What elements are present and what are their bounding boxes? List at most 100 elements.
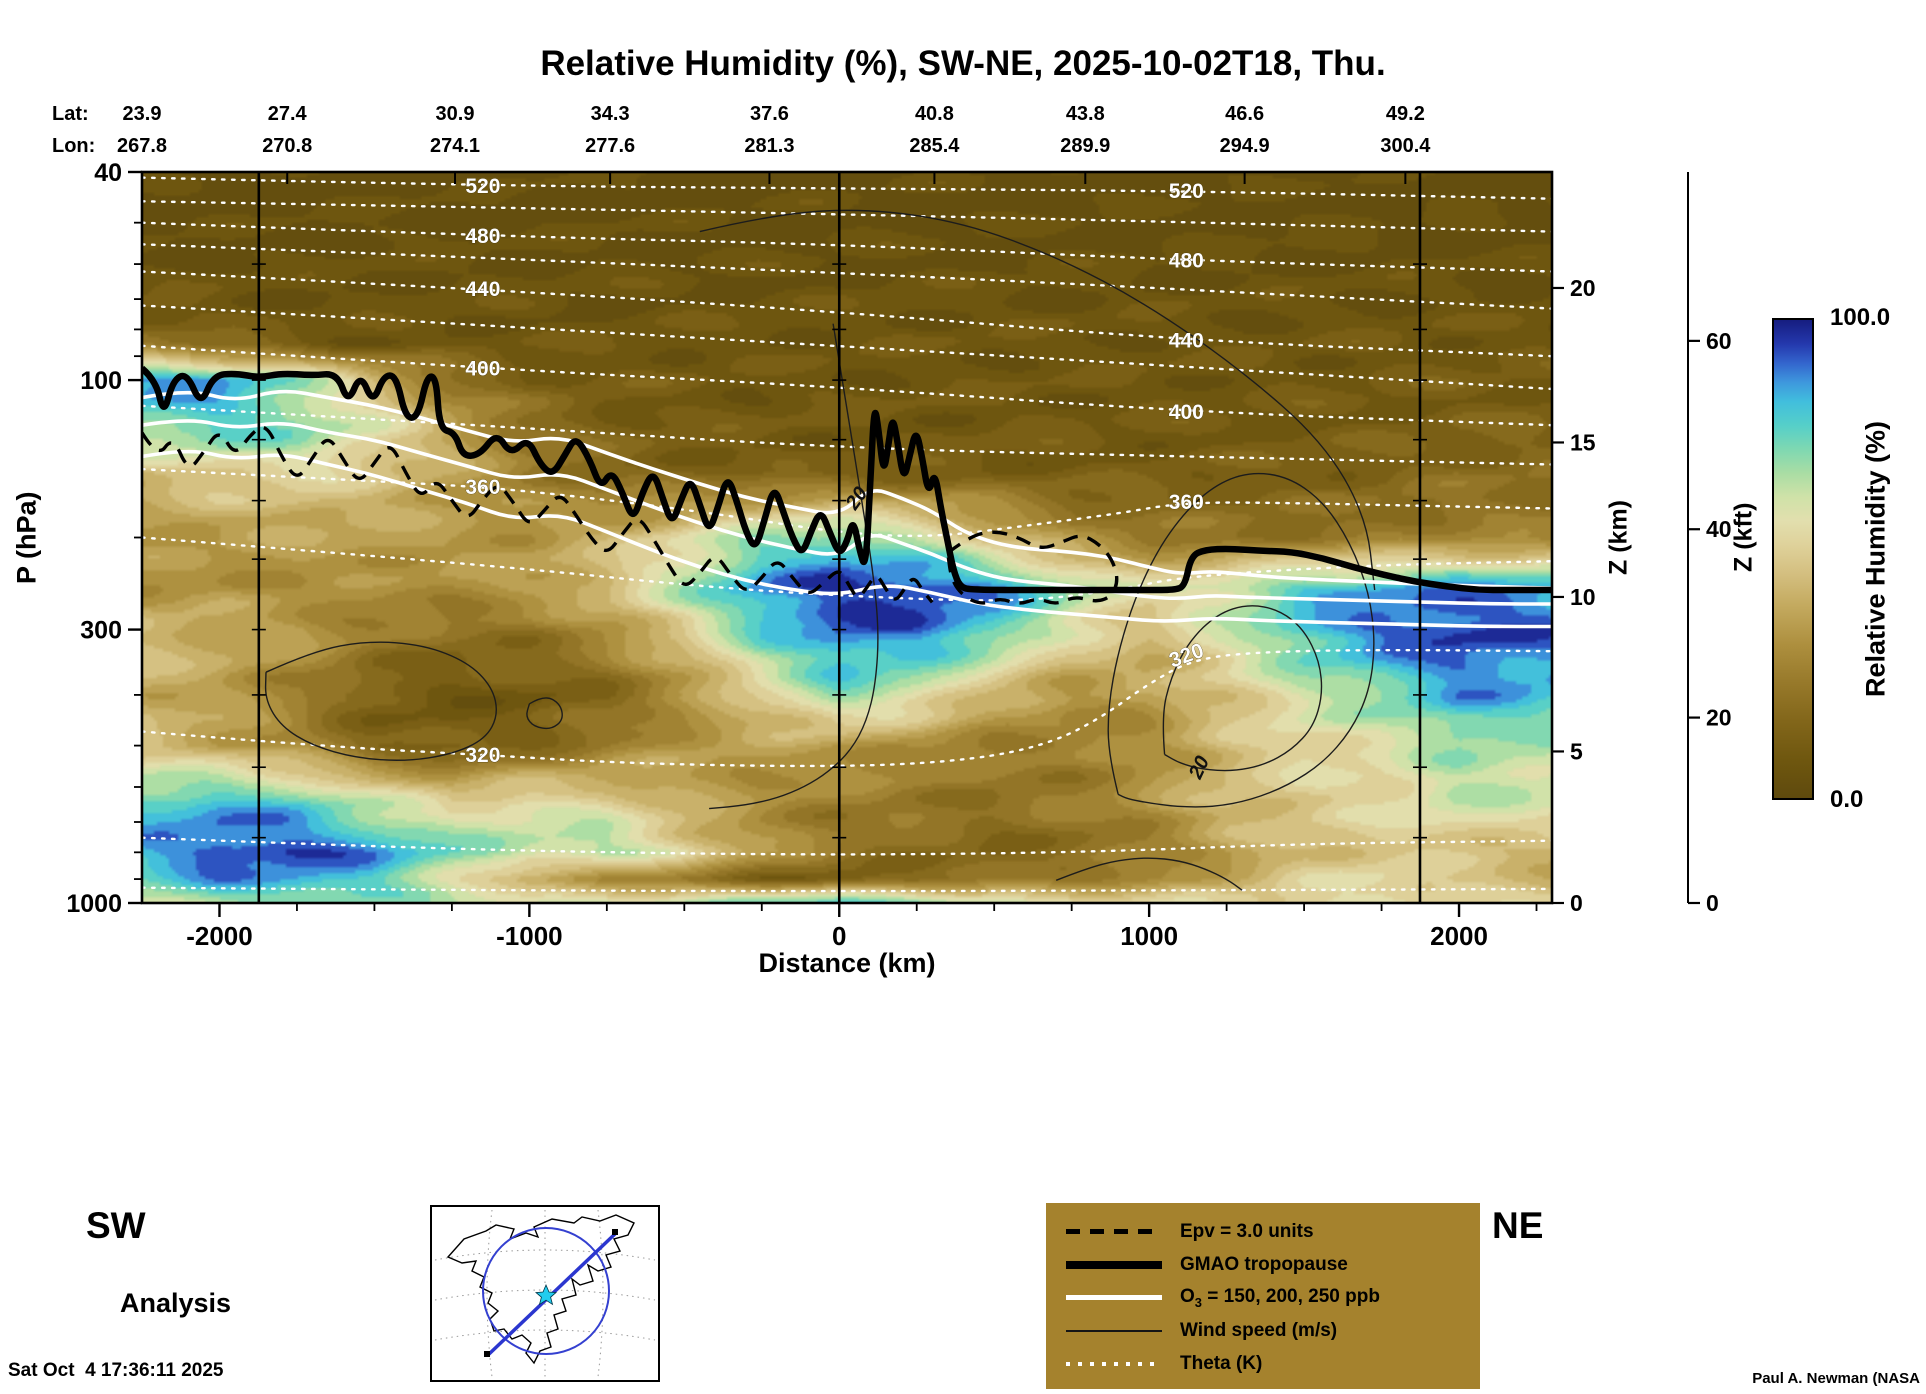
theta-contour [142, 270, 1552, 358]
legend-label-wind: Wind speed (m/s) [1180, 1319, 1338, 1341]
x-tick-label: -2000 [186, 921, 253, 951]
y-tick-label: 300 [80, 617, 122, 645]
lat-axis-prefix: Lat: [52, 103, 89, 125]
wind-speed-contour [699, 209, 1376, 591]
lat-axis-values: 23.9 27.4 30.9 34.3 37.6 40.8 43.8 46.6 49.2 [0, 103, 1926, 129]
theta-contour-label: 360 [1169, 491, 1204, 514]
ozone-contour [142, 449, 1552, 629]
x-tick-label: -1000 [496, 921, 563, 951]
x-tick-label: 1000 [1120, 921, 1178, 951]
pressure-axis-label: P (hPa) [11, 491, 42, 584]
theta-contour [142, 200, 1552, 233]
theta-contour [142, 467, 1552, 538]
wind-speed-contour [1055, 857, 1243, 891]
theta-contour [142, 304, 1552, 391]
legend-item-wind: Wind speed (m/s) [1046, 1314, 1480, 1347]
y-tick-label: 1000 [66, 890, 122, 918]
theta-contour-label: 480 [1169, 249, 1204, 272]
z-kft-axis-label: Z (kft) [1729, 502, 1758, 573]
credit: Paul A. Newman (NASA [1752, 1370, 1920, 1387]
z-kft-tick-label: 60 [1706, 328, 1732, 354]
legend-item-o3: O3 = 150, 200, 250 ppb [1046, 1281, 1480, 1314]
ozone-contour [142, 419, 1552, 606]
lon-value: 277.6 [585, 135, 636, 157]
z-kft-tick-label: 20 [1706, 705, 1732, 731]
lon-value: 300.4 [1380, 135, 1431, 157]
theta-contour-label: 400 [1169, 401, 1204, 424]
epv-line-sample [1066, 1229, 1162, 1234]
theta-contour-label: 400 [465, 357, 500, 380]
lon-value: 281.3 [744, 135, 795, 157]
z-km-tick-label: 20 [1570, 275, 1596, 301]
z-km-tick-label: 5 [1570, 738, 1583, 764]
analysis-label: Analysis [120, 1288, 232, 1318]
lon-value: 267.8 [116, 135, 168, 157]
lat-value: 49.2 [1385, 103, 1425, 125]
epv-contour [142, 425, 934, 604]
wind-speed-contour [709, 323, 879, 810]
lat-value: 30.9 [435, 103, 475, 125]
tropopause-line-sample [1066, 1260, 1162, 1269]
z-km-tick-label: 10 [1570, 584, 1596, 610]
wind-speed-contour [264, 641, 497, 761]
map-center-star [535, 1283, 557, 1306]
map-great-circle [482, 1227, 610, 1355]
lon-value: 294.9 [1219, 135, 1270, 157]
legend-label-o3: O3 = 150, 200, 250 ppb [1180, 1285, 1380, 1310]
figure-title: Relative Humidity (%), SW-NE, 2025-10-02… [540, 44, 1386, 83]
z-km-tick-label: 0 [1570, 890, 1583, 916]
timestamp: Sat Oct 4 17:36:11 2025 [8, 1360, 224, 1381]
x-tick-label: 0 [832, 921, 846, 951]
lat-value: 46.6 [1225, 103, 1265, 125]
lon-value: 285.4 [909, 135, 960, 157]
colorbar-min-label: 0.0 [1830, 786, 1864, 813]
theta-contour-label: 320 [465, 744, 500, 767]
colorbar [1772, 318, 1814, 800]
inset-map [430, 1205, 660, 1382]
map-sw-endpoint [484, 1351, 490, 1357]
theta-contour [142, 176, 1552, 200]
lat-value: 37.6 [749, 103, 789, 125]
theta-contour-label: 440 [465, 278, 500, 301]
theta-contour-label: 480 [465, 225, 500, 248]
lat-value: 23.9 [122, 103, 162, 125]
y-tick-label: 40 [94, 159, 122, 187]
legend-item-epv: Epv = 3.0 units [1046, 1215, 1480, 1248]
x-tick-label: 2000 [1430, 921, 1488, 951]
z-km-axis-label: Z (km) [1604, 500, 1633, 575]
lon-axis-values: 267.8 270.8 274.1 277.6 281.3 285.4 289.9 294.9… [0, 135, 1926, 161]
lon-value: 274.1 [429, 135, 481, 157]
tropopause-line [142, 365, 1552, 594]
lat-value: 27.4 [267, 103, 307, 125]
colorbar-title: Relative Humidity (%) [1860, 420, 1891, 698]
ozone-contour [142, 389, 1552, 590]
legend-label-tropopause: GMAO tropopause [1180, 1253, 1348, 1275]
theta-line-sample [1066, 1361, 1162, 1366]
theta-contour [142, 648, 1552, 768]
legend-item-theta: Theta (K) [1046, 1347, 1480, 1380]
theta-contour [142, 836, 1552, 856]
theta-contour [142, 221, 1552, 273]
theta-contour [142, 344, 1552, 427]
wind-speed-contour [1162, 605, 1323, 772]
lat-value: 43.8 [1065, 103, 1105, 125]
z-kft-tick-label: 40 [1706, 516, 1732, 542]
legend: Epv = 3.0 units GMAO tropopause O3 = 150… [1046, 1203, 1480, 1389]
map-ne-endpoint [612, 1229, 618, 1235]
distance-axis-label: Distance (km) [758, 948, 936, 978]
theta-contour-label: 320 [1166, 639, 1207, 673]
lon-value: 270.8 [262, 135, 313, 157]
theta-contour [142, 243, 1552, 310]
wind-line-sample [1066, 1329, 1162, 1332]
ne-endpoint-label: NE [1492, 1205, 1544, 1246]
lat-value: 34.3 [590, 103, 630, 125]
lat-value: 40.8 [914, 103, 954, 125]
z-km-tick-label: 15 [1570, 429, 1596, 455]
lon-value: 289.9 [1060, 135, 1111, 157]
legend-label-epv: Epv = 3.0 units [1180, 1220, 1314, 1242]
legend-label-theta: Theta (K) [1180, 1352, 1263, 1374]
theta-contour-label: 440 [1169, 329, 1204, 352]
